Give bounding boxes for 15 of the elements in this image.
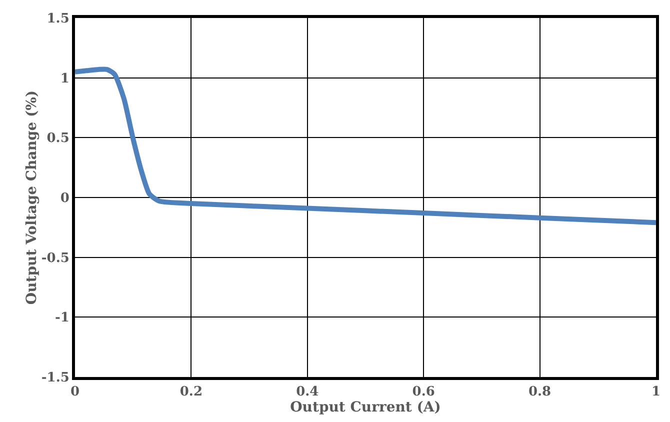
- y-tick-label: -1: [54, 310, 70, 326]
- y-tick-label: 1.5: [46, 12, 70, 27]
- y-tick-label: 0.5: [46, 131, 70, 146]
- x-axis-title: Output Current (A): [290, 400, 441, 416]
- x-tick-label: 0.4: [296, 384, 319, 400]
- x-tick-label: 0.2: [180, 384, 203, 400]
- y-tick-label: 1: [60, 71, 70, 86]
- x-tick-label: 0: [70, 384, 80, 400]
- x-tick-label: 1: [651, 384, 661, 400]
- y-tick-label: -0.5: [41, 250, 70, 266]
- y-axis-title: Output Voltage Change (%): [24, 90, 40, 305]
- y-tick-label: -1.5: [41, 370, 70, 386]
- x-tick-label: 0.6: [412, 384, 435, 400]
- y-tick-label: 0: [60, 191, 70, 206]
- x-tick-label: 0.8: [528, 384, 552, 400]
